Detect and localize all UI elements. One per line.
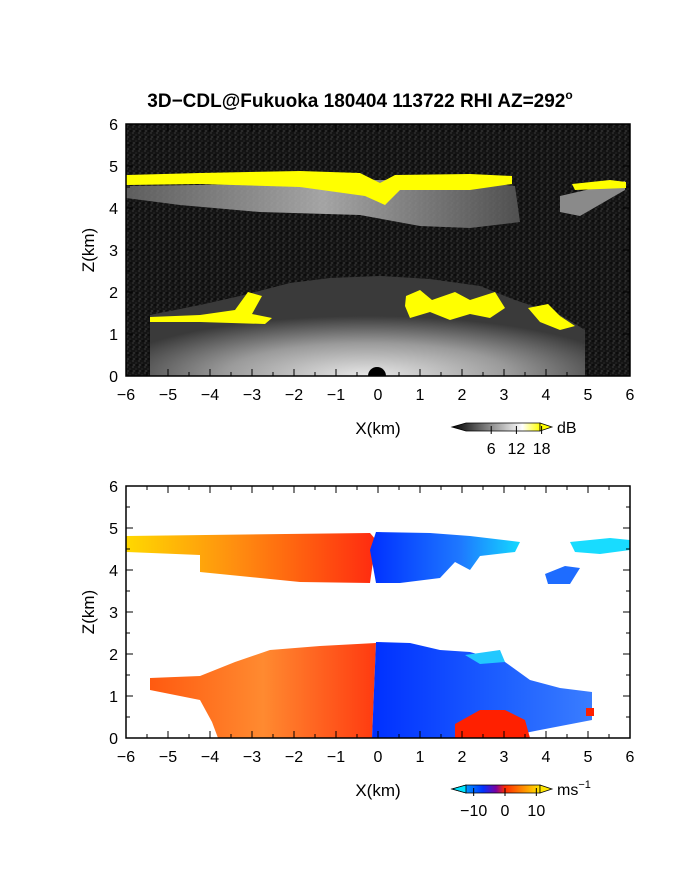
upper-layer-negative-velocity [370,532,520,583]
y-tick-label: 2 [109,285,118,302]
x-tick-label: 0 [374,749,383,766]
x-tick-label: 5 [584,749,593,766]
x-tick-label: 0 [374,387,383,404]
x-tick-label: −5 [159,387,177,404]
colorbar-max-arrow [539,422,554,432]
y-tick-label: 4 [109,563,118,580]
x-tick-label: 4 [542,387,551,404]
x-tick-label: −4 [201,387,219,404]
colorbar-min-arrow [450,784,467,794]
x-tick-label: −2 [285,387,303,404]
x-tick-label: −1 [327,387,345,404]
y-tick-label: 6 [109,479,118,496]
x-axis-label: X(km) [355,781,400,800]
y-tick-label: 5 [109,521,118,538]
x-tick-label: −1 [327,749,345,766]
y-tick-label: 1 [109,689,118,706]
colorbar-tick-label: 0 [501,803,510,820]
colorbar-tick-label: 18 [533,441,551,458]
radar-site-icon [368,367,386,376]
x-tick-label: −5 [159,749,177,766]
figure-title: 3D−CDL@Fukuoka 180404 113722 RHI AZ=292o [147,88,572,112]
colorbar-max-arrow [539,784,554,794]
y-tick-label: 6 [109,117,118,134]
y-tick-label: 3 [109,605,118,622]
upper-fragment-negative-velocity [570,538,630,554]
x-tick-label: 1 [416,387,425,404]
x-tick-label: 2 [458,749,467,766]
isolated-pixel [586,708,594,716]
y-axis-label: Z(km) [79,228,98,272]
colorbar-gradient [450,422,541,432]
lower-layer-strong-echo-right [405,290,505,320]
y-tick-label: 0 [109,369,118,386]
lower-layer-negative-velocity [372,642,592,738]
x-tick-label: 4 [542,749,551,766]
reflectivity-image [126,124,630,376]
y-tick-label: 1 [109,327,118,344]
y-tick-label: 3 [109,243,118,260]
upper-small-fragment [545,566,580,584]
upper-layer-positive-velocity [126,533,376,583]
y-tick-label: 0 [109,731,118,748]
colorbar-unit: ms−1 [557,779,591,799]
upper-layer-strong-echo [126,171,512,205]
x-tick-label: −2 [285,749,303,766]
x-tick-label: 1 [416,749,425,766]
y-tick-label: 5 [109,159,118,176]
x-tick-label: 5 [584,387,593,404]
velocity-image [126,486,630,738]
x-tick-label: −6 [117,749,135,766]
reflectivity-colorbar: 6 12 18 dB [450,420,577,458]
y-tick-label: 2 [109,647,118,664]
x-tick-label: −3 [243,749,261,766]
lower-layer-positive-velocity [150,643,376,738]
x-tick-label: 3 [500,749,509,766]
x-tick-label: 2 [458,387,467,404]
near-surface-positive-patch [455,710,530,738]
lower-layer-cyan-patch [465,650,505,664]
lower-layer-strong-echo-left [150,292,272,324]
upper-cloud-layer [126,180,520,228]
x-axis-label: X(km) [355,419,400,438]
x-tick-label: −6 [117,387,135,404]
x-tick-label: 6 [626,387,635,404]
velocity-axes: −6 −5 −4 −3 −2 −1 0 1 2 3 4 5 6 0 1 2 3 4 5 6 [109,479,634,766]
x-tick-label: 6 [626,749,635,766]
upper-cloud-fragment [560,181,625,216]
velocity-colorbar: −10 0 10 ms−1 [450,779,591,820]
colorbar-tick-label: 6 [487,441,496,458]
upper-fragment-strong-echo [572,180,626,190]
x-tick-label: −4 [201,749,219,766]
y-axis-label: Z(km) [79,590,98,634]
colorbar-unit: dB [557,420,577,437]
colorbar-tick-label: 10 [527,803,545,820]
x-tick-label: 3 [500,387,509,404]
colorbar-tick-label: −10 [460,803,487,820]
reflectivity-axes: −6 −5 −4 −3 −2 −1 0 1 2 3 4 5 6 0 1 2 3 4 5 6 [109,117,634,404]
y-tick-label: 4 [109,201,118,218]
colorbar-tick-label: 12 [508,441,526,458]
lower-layer-strong-echo-edge [528,304,575,330]
x-tick-label: −3 [243,387,261,404]
